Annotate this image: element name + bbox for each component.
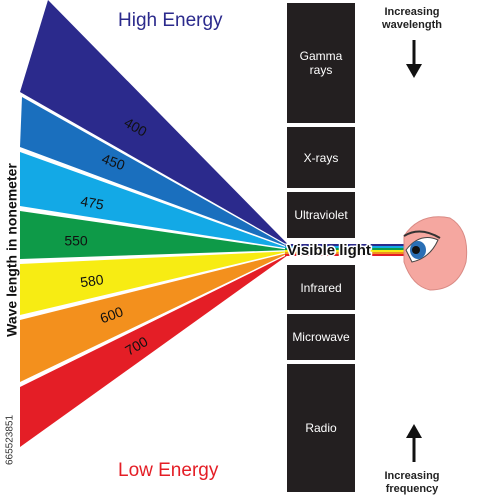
- spectrum-wedge: [20, 251, 290, 315]
- spectrum-label: Gamma rays: [299, 49, 343, 77]
- gamma-box: [287, 3, 355, 123]
- eye-icon: [403, 216, 468, 291]
- watermark: 665523851: [5, 415, 16, 465]
- axis-label: Wave length in nonemeter: [3, 163, 19, 337]
- microwave-box: [287, 314, 355, 360]
- wavelength-label: 450: [100, 150, 128, 173]
- spectrum-wedge: [20, 0, 290, 247]
- wavelength-label: 580: [79, 271, 105, 290]
- spectrum-wedge: [20, 252, 290, 382]
- spectrum-label: Infrared: [300, 280, 342, 295]
- visible-light-label: Visible light: [287, 242, 371, 259]
- spectrum-label: X-rays: [303, 150, 339, 165]
- spectrum-label: Radio: [305, 421, 337, 435]
- rainbow-beam: [285, 244, 410, 256]
- spectrum-label: Microwave: [292, 330, 350, 344]
- note-bottom: Increasing frequency: [384, 470, 440, 495]
- spectrum-wedge: [20, 253, 290, 447]
- radio-box: [287, 364, 355, 492]
- spectrum-label: Ultraviolet: [294, 208, 348, 222]
- spectrum-wedge: [20, 152, 290, 249]
- spectrum-wedge: [20, 97, 290, 248]
- uv-box: [287, 192, 355, 238]
- high-energy: High Energy: [118, 10, 223, 31]
- ir-box: [287, 265, 355, 310]
- low-energy: Low Energy: [118, 460, 219, 481]
- wavelength-label: 550: [64, 233, 88, 249]
- down-arrow-head: [406, 64, 422, 78]
- note-top: Increasing wavelength: [382, 6, 442, 31]
- wavelength-label: 475: [79, 193, 105, 213]
- xray-box: [287, 127, 355, 188]
- up-arrow-head: [406, 424, 422, 438]
- spectrum-wedge: [20, 211, 290, 259]
- wavelength-label: 600: [98, 303, 126, 326]
